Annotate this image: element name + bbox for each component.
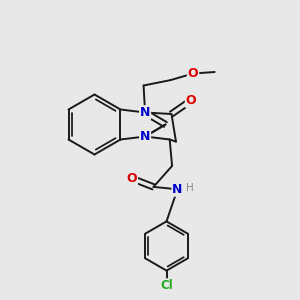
Text: N: N [172, 183, 183, 196]
Text: O: O [188, 67, 198, 80]
Text: Cl: Cl [160, 279, 173, 292]
Text: N: N [140, 130, 150, 143]
Text: O: O [127, 172, 137, 185]
Text: N: N [140, 106, 150, 119]
Text: O: O [186, 94, 196, 107]
Text: H: H [186, 183, 194, 193]
